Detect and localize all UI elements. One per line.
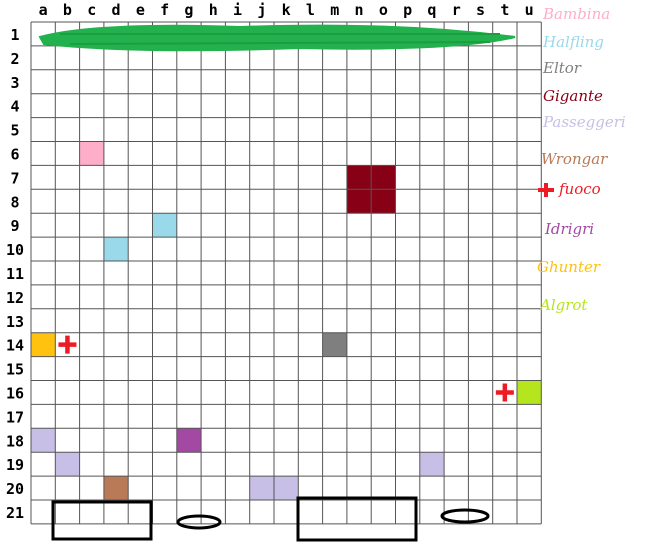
legend-label: Algrot <box>540 296 588 314</box>
column-label-d: d <box>112 1 121 19</box>
row-label-18: 18 <box>6 432 24 450</box>
legend-item-eltor: Eltor <box>543 59 581 77</box>
row-label-1: 1 <box>10 26 19 44</box>
row1-banner-stroke <box>60 33 500 45</box>
row-label-5: 5 <box>10 122 19 140</box>
legend-label: fuoco <box>559 180 601 198</box>
column-label-k: k <box>282 1 291 19</box>
cell-gigante-o7 <box>371 165 396 190</box>
black-rectangle-left <box>51 500 153 541</box>
column-label-n: n <box>355 1 364 19</box>
column-label-c: c <box>87 1 96 19</box>
cell-eltor-m14 <box>322 332 347 357</box>
cell-bambina-c6 <box>79 141 104 166</box>
black-oval-right <box>440 508 490 524</box>
column-label-h: h <box>209 1 218 19</box>
legend-label: Wrongar <box>541 150 608 168</box>
row-label-7: 7 <box>10 169 19 187</box>
cell-passeggeri-q19 <box>419 452 445 477</box>
column-label-q: q <box>427 1 436 19</box>
legend-label: Ghunter <box>537 258 601 276</box>
cell-wrongar-d20 <box>103 476 129 500</box>
column-label-o: o <box>379 1 388 19</box>
legend-label: Bambina <box>543 5 611 23</box>
legend-item-wrongar: Wrongar <box>541 150 607 168</box>
legend-item-passeggeri: Passeggeri <box>543 113 626 131</box>
cell-gigante-o8 <box>371 189 396 214</box>
column-label-b: b <box>63 1 72 19</box>
legend-item-fuoco: fuoco <box>535 180 601 198</box>
legend-label: Passeggeri <box>543 113 626 131</box>
legend-item-halfling: Halfling <box>543 33 604 51</box>
row-label-17: 17 <box>6 408 24 426</box>
column-label-p: p <box>403 1 412 19</box>
row-label-9: 9 <box>10 217 19 235</box>
legend-label: Eltor <box>543 59 581 77</box>
cell-passeggeri-b19 <box>55 452 80 477</box>
legend-item-bambina: Bambina <box>543 5 610 23</box>
column-label-u: u <box>525 1 534 19</box>
column-label-m: m <box>330 1 339 19</box>
cell-halfling-d10 <box>103 237 129 261</box>
cell-passeggeri-j20 <box>249 476 274 500</box>
row1-banner-scribble <box>38 24 516 52</box>
cell-passeggeri-a18 <box>31 428 56 453</box>
column-label-e: e <box>136 1 145 19</box>
fire-cross-icon <box>538 183 554 197</box>
column-label-g: g <box>184 1 193 19</box>
row-label-19: 19 <box>6 456 24 474</box>
row-label-15: 15 <box>6 361 24 379</box>
column-label-i: i <box>233 1 242 19</box>
row-label-16: 16 <box>6 384 24 402</box>
cell-halfling-f9 <box>152 213 177 238</box>
row-label-12: 12 <box>6 289 24 307</box>
row-label-6: 6 <box>10 145 19 163</box>
legend-label: Halfling <box>543 33 604 51</box>
row-label-10: 10 <box>6 241 24 259</box>
column-label-t: t <box>500 1 509 19</box>
column-label-j: j <box>257 1 266 19</box>
fire-marker-t16 <box>495 383 514 402</box>
row-label-13: 13 <box>6 313 24 331</box>
row-label-3: 3 <box>10 74 19 92</box>
column-label-r: r <box>452 1 461 19</box>
column-label-l: l <box>306 1 315 19</box>
row-label-14: 14 <box>6 337 24 355</box>
row-label-2: 2 <box>10 50 19 68</box>
row-label-8: 8 <box>10 193 19 211</box>
legend-label: Gigante <box>543 87 603 105</box>
legend-item-algrot: Algrot <box>540 296 587 314</box>
column-label-a: a <box>39 1 48 19</box>
legend-item-idrigri: Idrigri <box>545 220 594 238</box>
legend-item-ghunter: Ghunter <box>537 258 600 276</box>
column-label-f: f <box>160 1 169 19</box>
black-oval-left <box>176 514 222 530</box>
legend-label: Idrigri <box>545 220 595 238</box>
cell-passeggeri-k20 <box>274 476 299 500</box>
cell-gigante-n7 <box>346 165 372 190</box>
row-label-4: 4 <box>10 98 19 116</box>
black-rectangle-right <box>296 496 418 542</box>
cell-algrot-u16 <box>517 380 542 405</box>
row-label-20: 20 <box>6 480 24 498</box>
cell-ghunter-a14 <box>31 332 56 357</box>
cell-gigante-n8 <box>346 189 372 214</box>
legend-item-gigante: Gigante <box>543 87 603 105</box>
row-label-21: 21 <box>6 504 24 522</box>
fire-marker-b14 <box>58 335 77 354</box>
cell-idrigri-g18 <box>176 428 202 453</box>
column-label-s: s <box>476 1 485 19</box>
row-label-11: 11 <box>6 265 24 283</box>
